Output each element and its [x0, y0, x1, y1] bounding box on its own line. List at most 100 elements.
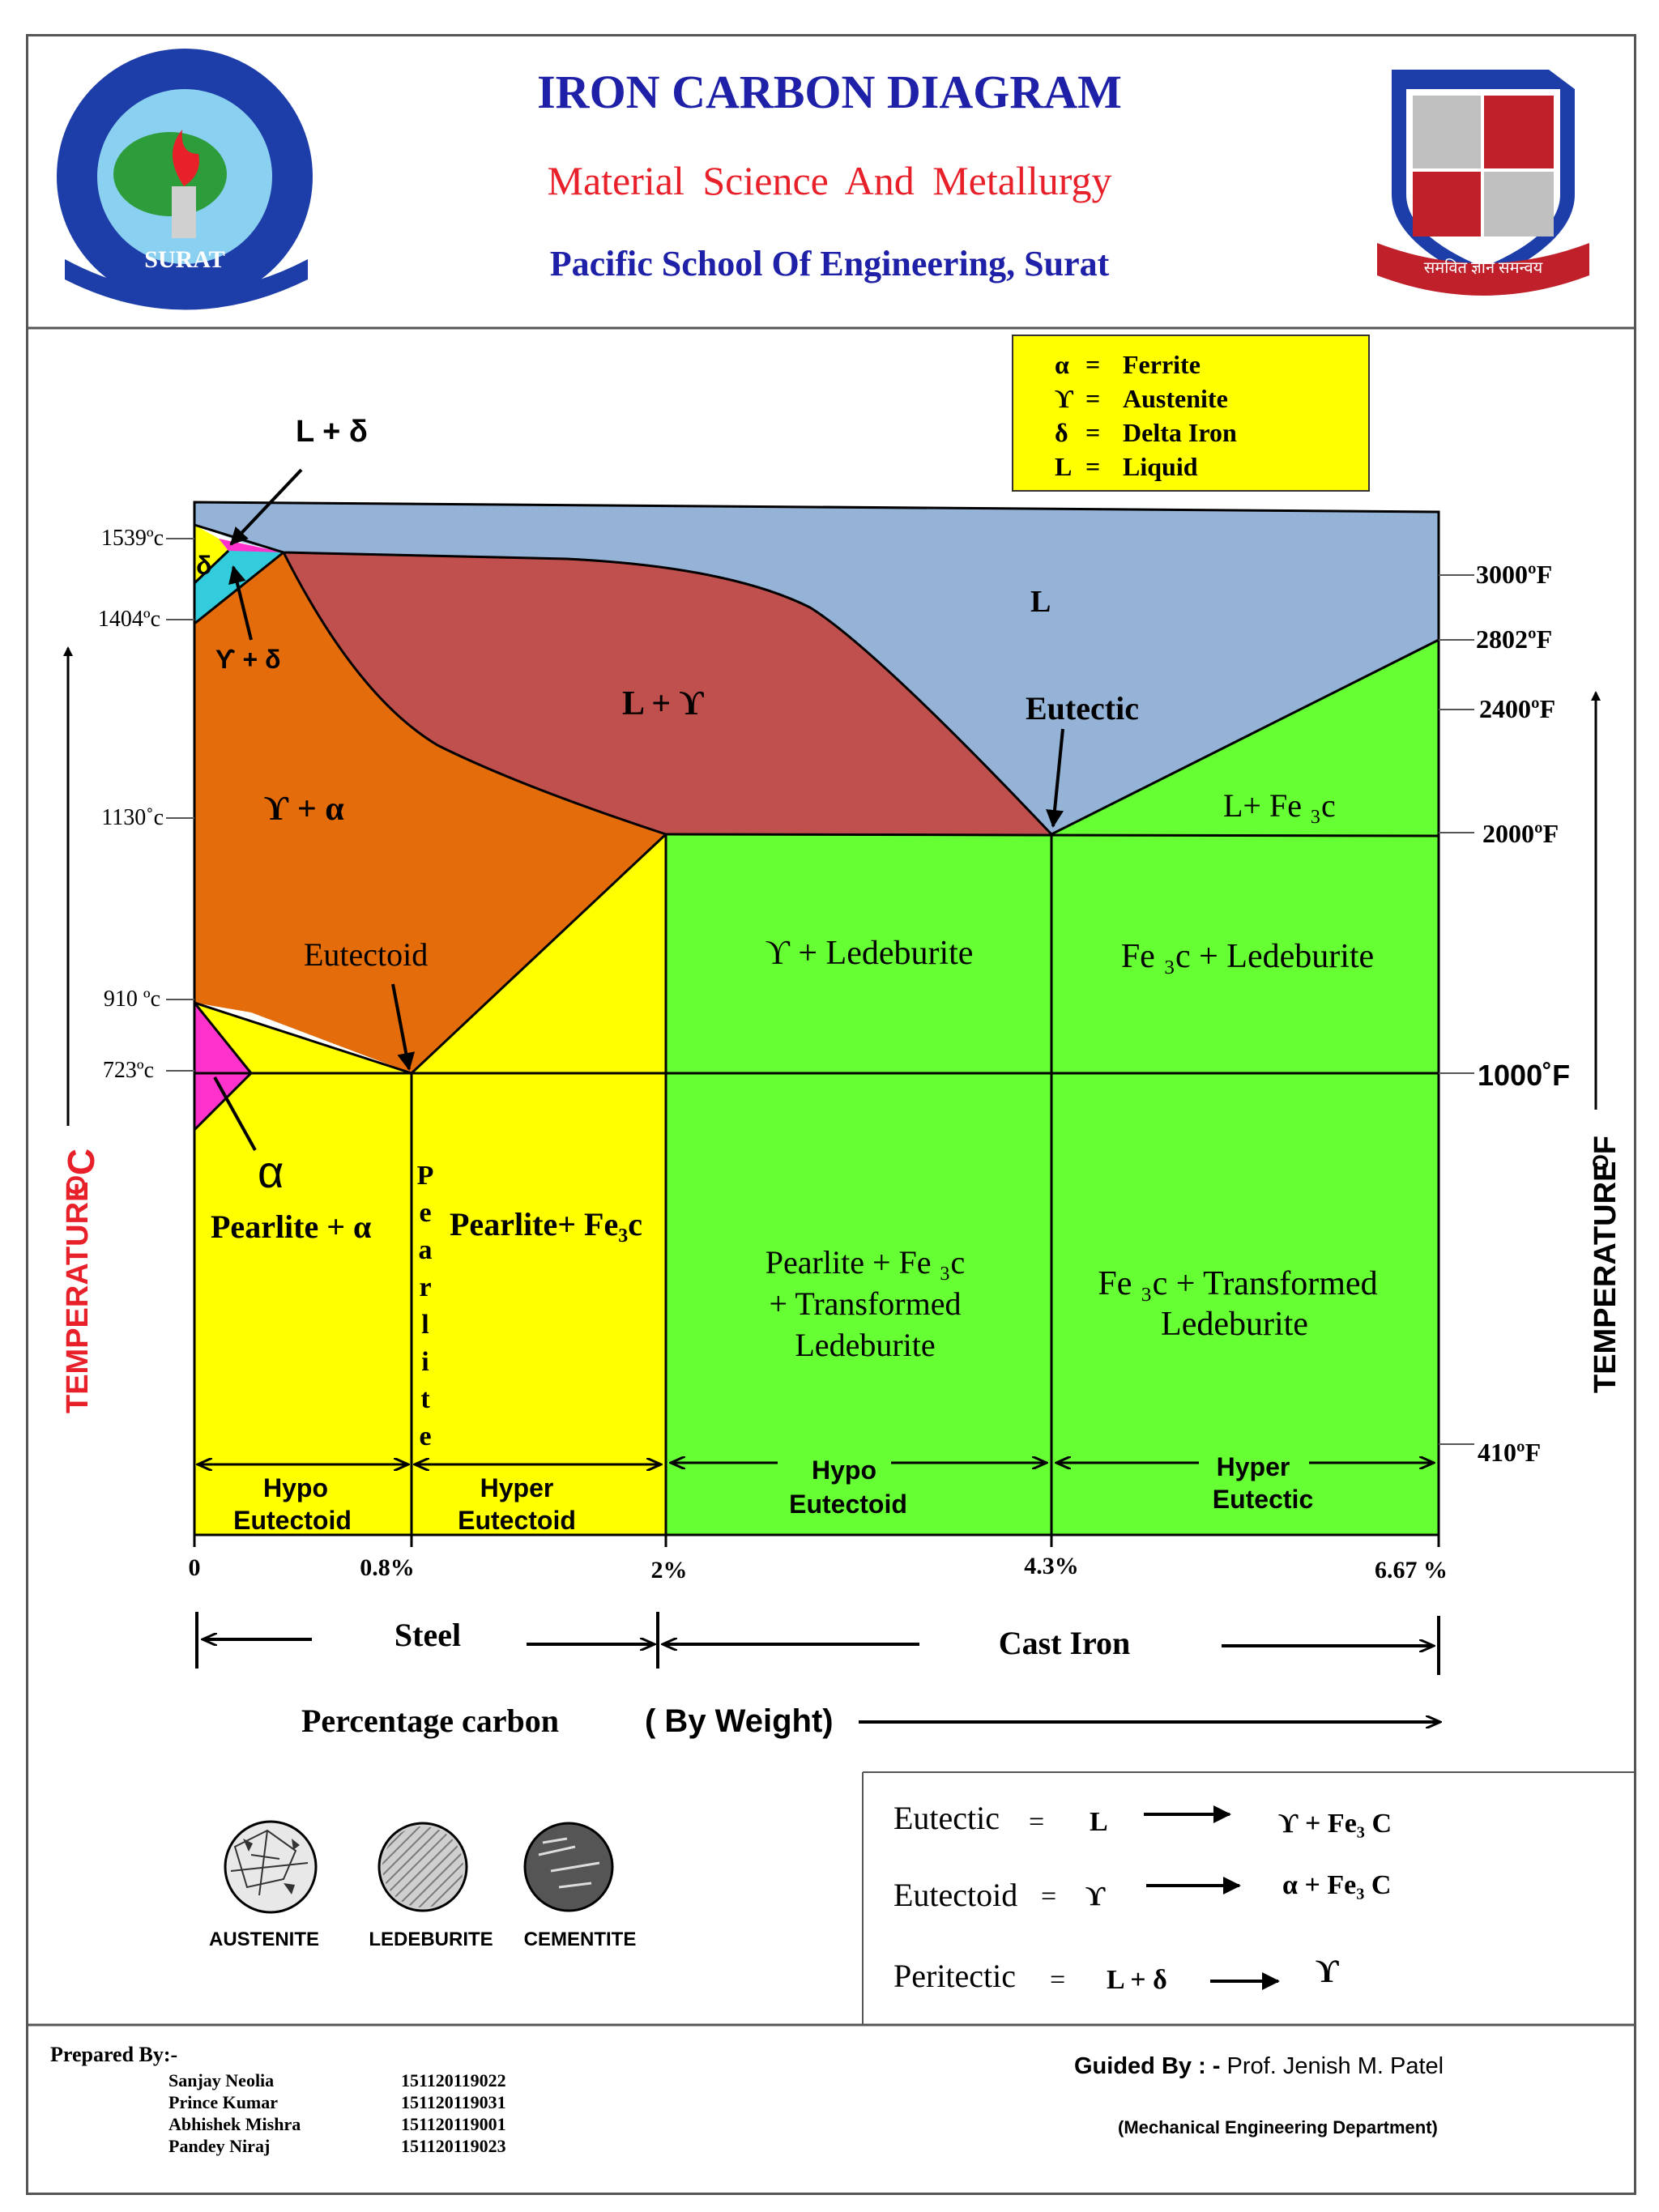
label-gamma-alpha: ϒ + α [264, 791, 344, 828]
label-eutectoid: Eutectoid [304, 936, 428, 973]
microstructure-ledeburite-icon [377, 1822, 468, 1912]
axis-left-label: TEMPERATURE [61, 1182, 95, 1413]
label-pft-line3: Ledeburite [795, 1327, 935, 1363]
label-eutectic: Eutectic [1026, 690, 1139, 727]
reaction-eutectoid-eq: = [1041, 1882, 1056, 1912]
department: (Mechanical Engineering Department) [1118, 2117, 1438, 2137]
reaction-eutectoid-left: ϒ [1085, 1882, 1106, 1912]
guided-by: Guided By : - Prof. Jenish M. Patel [1074, 2053, 1444, 2080]
phase-diagram [166, 501, 1474, 1536]
logo-left-city: SURAT [144, 246, 224, 273]
member-name: Abhishek Mishra [168, 2114, 301, 2134]
member-id: 151120119023 [401, 2136, 506, 2156]
label-ft-line2: Ledeburite [1161, 1306, 1308, 1343]
label-gamma-ledeburite: ϒ + Ledeburite [766, 935, 974, 972]
region-liquid [194, 502, 1439, 834]
range-hyper-eutectoid-2: Eutectoid [458, 1506, 576, 1535]
guided-by-label: Guided By : - [1074, 2053, 1221, 2079]
tick-c-1404: 1404ºc [98, 607, 160, 632]
reaction-eutectic-right: ϒ + Fe₃ C [1278, 1809, 1392, 1839]
member-id: 151120119001 [401, 2114, 506, 2134]
micro-label-cementite: CEMENTITE [524, 1929, 637, 1950]
tick-x-0-8: 0.8% [360, 1554, 415, 1581]
pearlite-letter: a [419, 1235, 433, 1265]
legend-name-liquid: Liquid [1123, 452, 1198, 481]
tick-f-1000: 1000˚F [1478, 1059, 1570, 1092]
axis-right-unit: ᴼF [1589, 1136, 1623, 1170]
tick-x-0: 0 [189, 1554, 201, 1581]
pearlite-letter: t [420, 1384, 430, 1414]
legend: α = Ferrite ϒ = Austenite δ = Delta Iron… [1012, 335, 1370, 492]
reaction-peritectic-left: L + δ [1107, 1965, 1167, 1995]
legend-eq-delta: = [1085, 418, 1100, 447]
label-l-gamma: L + ϒ [622, 685, 705, 722]
label-pearlite-alpha: Pearlite + α [211, 1208, 371, 1245]
range-hyper-eutectic-2: Eutectic [1213, 1485, 1313, 1514]
legend-sym-liquid: L [1055, 452, 1072, 481]
range-hypo-eutectoid-2: Eutectoid [233, 1506, 352, 1535]
legend-sym-austenite: ϒ [1055, 384, 1074, 413]
reaction-eutectoid-name: Eutectoid [893, 1877, 1017, 1913]
member-name: Sanjay Neolia [168, 2070, 275, 2091]
range-hypo-eutectic-2: Eutectoid [789, 1490, 907, 1519]
microstructure-austenite-icon [224, 1820, 318, 1914]
tick-x-6-67: 6.67 % [1375, 1557, 1448, 1583]
legend-eq-ferrite: = [1085, 350, 1100, 379]
tick-f-2400: 2400ºF [1479, 694, 1555, 723]
label-l-delta: L + δ [296, 415, 368, 449]
page-title: IRON CARBON DIAGRAM [537, 66, 1122, 118]
prepared-by-label: Prepared By:- [50, 2043, 178, 2066]
reaction-eutectic-eq: = [1029, 1807, 1044, 1837]
tick-f-410: 410ºF [1478, 1438, 1541, 1467]
label-pft-line1: Pearlite + Fe ₃c [766, 1244, 965, 1281]
range-hyper-eutectoid-1: Hyper [480, 1473, 554, 1502]
university-logo-right: समवित ज्ञान समन्वय [1377, 70, 1589, 296]
tick-c-1539: 1539ºc [101, 526, 164, 551]
region-alpha [194, 1003, 251, 1130]
label-liquid: L [1030, 585, 1051, 619]
member-id: 151120119031 [401, 2092, 506, 2112]
legend-name-delta: Delta Iron [1123, 418, 1237, 447]
axis-right-label: TEMPERATURE [1589, 1161, 1623, 1393]
reaction-eutectoid-right: α + Fe₃ C [1282, 1870, 1391, 1900]
legend-name-ferrite: Ferrite [1123, 350, 1201, 379]
reaction-peritectic-right: ϒ [1316, 1953, 1339, 1989]
logo-right-motto: समवित ज्ञान समन्वय [1424, 258, 1543, 277]
tick-c-1130: 1130˚c [101, 805, 164, 830]
tick-f-2802: 2802ºF [1476, 624, 1552, 654]
reaction-eutectic-left: L [1090, 1807, 1108, 1837]
axis-left-unit: ᴼC [60, 1149, 102, 1195]
region-l-gamma [284, 552, 1051, 834]
pearlite-letter: e [419, 1198, 431, 1228]
legend-sym-delta: δ [1055, 418, 1068, 447]
range-hypo-eutectoid-1: Hypo [263, 1473, 328, 1502]
legend-eq-liquid: = [1085, 452, 1100, 481]
label-alpha: α [258, 1146, 284, 1197]
pearlite-letter: P [417, 1161, 434, 1191]
member-id: 151120119022 [401, 2070, 506, 2091]
label-gamma-delta: ϒ + δ [215, 645, 281, 674]
axis-x-label: Percentage carbon [301, 1703, 559, 1739]
reactions-box: Eutectic = L ϒ + Fe₃ C Eutectoid = ϒ α +… [862, 1771, 1636, 2025]
tick-f-2000: 2000ºF [1482, 819, 1559, 848]
tick-f-3000: 3000ºF [1476, 560, 1552, 589]
label-delta: δ [196, 551, 211, 580]
micro-label-ledeburite: LEDEBURITE [369, 1929, 493, 1950]
label-fe3c-ledeburite: Fe ₃c + Ledeburite [1121, 938, 1374, 975]
guide-name: Prof. Jenish M. Patel [1226, 2053, 1444, 2079]
reaction-peritectic-eq: = [1050, 1965, 1065, 1995]
member-name: Pandey Niraj [168, 2136, 271, 2156]
microstructure-cementite-icon [523, 1822, 614, 1912]
tick-c-723: 723ºc [103, 1058, 154, 1083]
range-hyper-eutectic-1: Hyper [1217, 1452, 1290, 1481]
region-delta [194, 525, 228, 583]
reaction-peritectic-name: Peritectic [893, 1958, 1016, 1994]
label-pearlite-vertical: Pearlite [417, 1161, 434, 1451]
label-pearlite-fe3c: Pearlite+ Fe₃c [450, 1206, 642, 1242]
legend-eq-austenite: = [1085, 384, 1100, 413]
range-hypo-eutectic-1: Hypo [812, 1455, 876, 1485]
region-austenite [194, 552, 666, 1073]
micro-label-austenite: AUSTENITE [209, 1929, 319, 1950]
label-steel: Steel [394, 1617, 461, 1653]
